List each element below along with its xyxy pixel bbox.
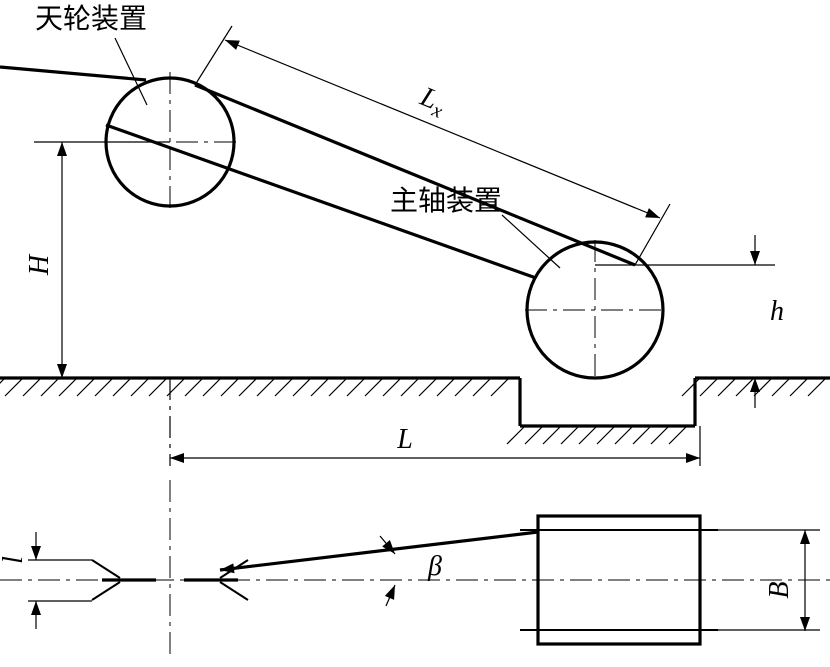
svg-text:B: B — [764, 581, 795, 598]
svg-text:天轮装置: 天轮装置 — [35, 3, 147, 35]
svg-text:H: H — [24, 253, 55, 276]
plan-view — [0, 480, 830, 660]
main-shaft-drum — [502, 215, 663, 378]
svg-text:主轴装置: 主轴装置 — [390, 185, 502, 217]
rope-lines — [0, 67, 635, 278]
elevation-view — [0, 38, 830, 444]
svg-text:L: L — [396, 424, 413, 455]
svg-text:l: l — [0, 556, 29, 564]
svg-text:Lx: Lx — [414, 81, 451, 123]
ground — [0, 378, 830, 444]
svg-text:h: h — [770, 296, 784, 327]
svg-text:β: β — [427, 551, 442, 582]
